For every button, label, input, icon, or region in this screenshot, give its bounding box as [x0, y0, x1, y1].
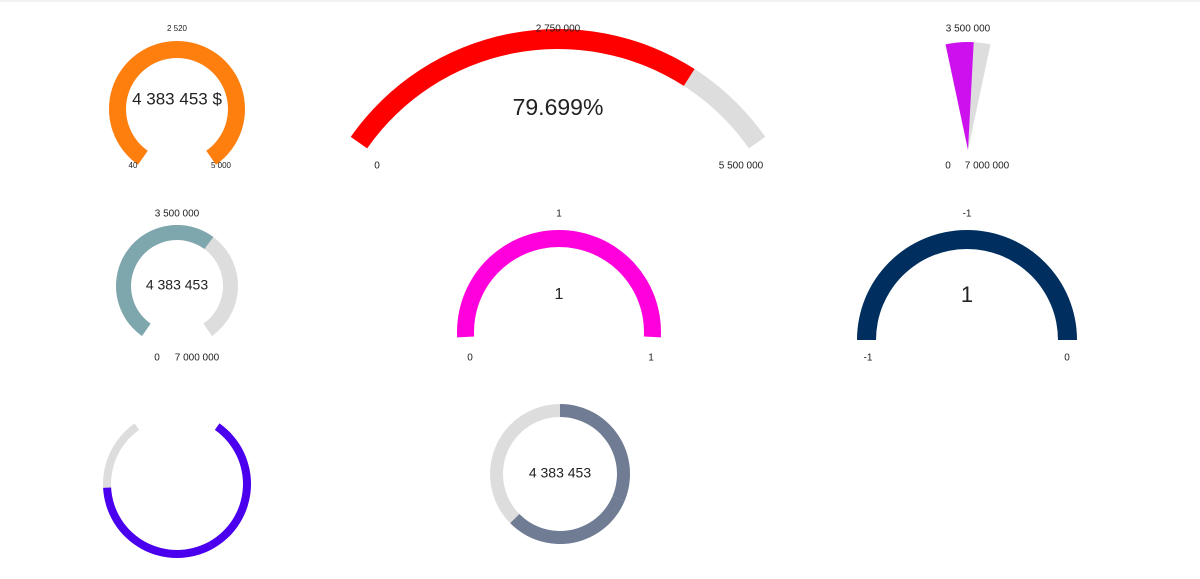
gauge-6-value-label: 1 — [961, 282, 973, 307]
gauge-4-mid-label: 3 500 000 — [155, 209, 200, 220]
gauge-1-value-arc — [109, 41, 177, 165]
gauge-4-value-arc — [116, 250, 151, 336]
gauge-2-value-arc — [350, 28, 695, 149]
gauge-6-max-label: 0 — [1064, 353, 1070, 364]
gauge-7-value-arc — [103, 487, 213, 558]
gauge-3-max-label: 7 000 000 — [965, 161, 1010, 172]
gauge-2-max-label: 5 500 000 — [719, 161, 764, 172]
gauge-5-value-arc — [457, 230, 559, 338]
gauge-8-value-label: 4 383 453 — [529, 465, 591, 481]
gauge-6-value-arc — [857, 230, 1077, 340]
gauge-3-mid-label: 3 500 000 — [946, 24, 991, 35]
gauge-3-min-label: 0 — [945, 161, 951, 172]
gauge-4-value-arc — [127, 225, 214, 260]
gauge-2-value-label: 79.699% — [513, 94, 604, 120]
gauge-5-value-arc — [559, 230, 661, 338]
gauge-5-max-label: 1 — [648, 353, 654, 364]
gauge-3-value-arc — [945, 42, 974, 150]
gauge-5-mid-label: 1 — [556, 209, 562, 220]
gauge-1-min-label: 40 — [129, 161, 138, 170]
gauge-1-value-arc — [177, 41, 245, 165]
gauge-2-min-label: 0 — [374, 161, 380, 172]
gauge-5-min-label: 0 — [467, 353, 473, 364]
gauge-8-value-arc — [560, 404, 630, 501]
gauge-1-max-label: 5 000 — [211, 161, 232, 170]
gauge-2-mid-label: 2 750 000 — [536, 24, 581, 35]
gauge-4-min-label: 0 — [154, 353, 160, 364]
gauge-8-value-arc — [510, 495, 625, 544]
gauge-5-value-label: 1 — [555, 286, 564, 303]
gauge-6-min-label: -1 — [864, 353, 873, 364]
gauge-8-track — [489, 404, 560, 545]
gauge-6-mid-label: -1 — [963, 209, 972, 220]
gauge-7-track — [103, 423, 251, 558]
gauge-1-mid-label: 2 520 — [167, 24, 188, 33]
gauge-1-value-label: 4 383 453 $ — [132, 89, 222, 108]
gauge-7-value-arc — [208, 423, 251, 549]
gauge-4-max-label: 7 000 000 — [175, 353, 220, 364]
gauge-4-value-label: 4 383 453 — [146, 277, 208, 293]
